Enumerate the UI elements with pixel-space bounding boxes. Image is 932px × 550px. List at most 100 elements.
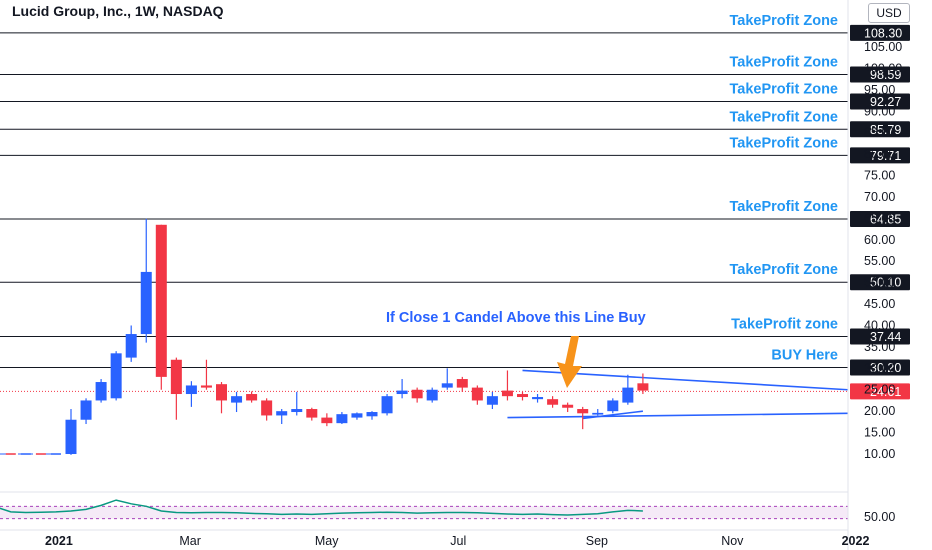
current-price-label: 24.61 xyxy=(870,385,901,399)
candle-body xyxy=(471,387,483,401)
level-price-label: 98.59 xyxy=(870,68,901,82)
annotations: TakeProfit Zone TakeProfit Zone TakeProfit… xyxy=(386,13,838,388)
level-price-label: 37.44 xyxy=(870,330,901,344)
candle-body xyxy=(80,400,92,420)
axes: 10.00 15.00 20.00 25.00 30.00 35.00 40.00 45.00… xyxy=(0,0,902,550)
candle-body xyxy=(216,384,227,401)
candle-body xyxy=(125,334,137,358)
candle-body xyxy=(291,409,303,413)
level-price-label: 92.27 xyxy=(870,95,901,109)
candle-body xyxy=(577,409,589,414)
candle-body xyxy=(622,387,634,403)
candle-body xyxy=(441,383,453,388)
trend-line xyxy=(582,410,643,420)
level-price-label: 50.10 xyxy=(870,276,901,290)
candle-body xyxy=(231,396,243,403)
current-price-box xyxy=(850,383,910,400)
indicator-pane: 50.00 xyxy=(0,499,895,524)
chart-title: Lucid Group, Inc., 1W, NASDAQ xyxy=(12,3,224,19)
level-price-label: 79.71 xyxy=(870,149,901,163)
level-price-label: 30.20 xyxy=(870,361,901,375)
zone-label: TakeProfit Zone xyxy=(730,262,839,278)
candle-body xyxy=(411,389,423,399)
candle-body xyxy=(276,411,288,416)
x-tick-label: Sep xyxy=(586,534,608,548)
level-price-box xyxy=(850,93,910,110)
y-tick-label: 95.00 xyxy=(864,83,895,97)
y-tick-label: 105.00 xyxy=(864,40,902,54)
y-tick-label: 30.00 xyxy=(864,361,895,375)
arrow-down-icon xyxy=(557,336,582,388)
x-tick-label: May xyxy=(315,534,339,548)
candle-body xyxy=(592,412,604,415)
x-tick-label: Jul xyxy=(450,534,466,548)
candle-body xyxy=(501,390,513,397)
zone-label: TakeProfit Zone xyxy=(730,82,839,98)
candle-body xyxy=(381,396,393,414)
candle-body xyxy=(140,271,152,335)
candle-body xyxy=(155,224,167,377)
y-tick-label: 65.00 xyxy=(864,211,895,225)
y-tick-label: 55.00 xyxy=(864,254,895,268)
y-tick-label: 50.00 xyxy=(864,276,895,290)
zone-label: TakeProfit Zone xyxy=(730,109,839,125)
zone-label: TakeProfit Zone xyxy=(730,199,839,215)
candle-body xyxy=(185,385,197,395)
candle-body xyxy=(351,413,363,418)
candle-body xyxy=(562,404,574,408)
candle-body xyxy=(486,396,498,405)
candle-body xyxy=(261,400,273,416)
x-tick-label: Nov xyxy=(721,534,744,548)
y-tick-label: 70.00 xyxy=(864,190,895,204)
level-price-box xyxy=(850,147,910,164)
candle-body xyxy=(637,383,649,391)
candle-body xyxy=(95,382,107,401)
candle-body xyxy=(170,359,182,395)
level-price-box xyxy=(850,121,910,138)
candle-body xyxy=(396,390,408,395)
zone-label: TakeProfit Zone xyxy=(730,135,839,151)
candle-body xyxy=(517,394,528,398)
y-tick-label: 85.00 xyxy=(864,126,895,140)
candle-body xyxy=(366,412,378,417)
y-tick-label: 60.00 xyxy=(864,233,895,247)
candle-body xyxy=(547,399,559,405)
candle-body xyxy=(306,409,318,418)
candle-body xyxy=(532,397,544,400)
candlestick-series xyxy=(0,218,649,455)
level-price-box xyxy=(850,328,910,345)
candle-body xyxy=(200,385,212,388)
y-tick-label: 25.00 xyxy=(864,383,895,397)
level-price-label: 108.30 xyxy=(864,26,902,40)
y-tick-label: 35.00 xyxy=(864,340,895,354)
y-tick-label: 10.00 xyxy=(864,447,895,461)
y-tick-label: 100.00 xyxy=(864,61,902,75)
candle-body xyxy=(336,414,348,424)
candle-body xyxy=(246,394,258,401)
y-tick-label: 80.00 xyxy=(864,147,895,161)
x-tick-label: 2022 xyxy=(842,534,870,548)
y-tick-label: 15.00 xyxy=(864,426,895,440)
indicator-label: 50.00 xyxy=(864,510,895,524)
y-tick-label: 90.00 xyxy=(864,104,895,118)
trend-line xyxy=(507,412,849,419)
candle-body xyxy=(456,379,468,388)
y-tick-label: 20.00 xyxy=(864,404,895,418)
candle-body xyxy=(65,419,77,455)
level-price-label: 64.85 xyxy=(870,213,901,227)
horizontal-levels: 108.30 98.59 92.27 85.79 79.71 64.85 50.10 37.4… xyxy=(0,24,910,400)
x-tick-label: 2021 xyxy=(45,534,73,548)
currency-button[interactable]: USD xyxy=(868,3,910,23)
level-price-box xyxy=(850,359,910,376)
level-price-box xyxy=(850,211,910,228)
x-tick-label: Mar xyxy=(179,534,201,548)
annotation-text: If Close 1 Candel Above this Line Buy xyxy=(386,310,646,326)
y-tick-label: 40.00 xyxy=(864,318,895,332)
candle-body xyxy=(110,353,122,399)
level-price-label: 85.79 xyxy=(870,123,901,137)
candle-body xyxy=(607,400,619,412)
level-price-box xyxy=(850,66,910,83)
candle-body xyxy=(426,389,438,401)
level-price-box xyxy=(850,24,910,41)
